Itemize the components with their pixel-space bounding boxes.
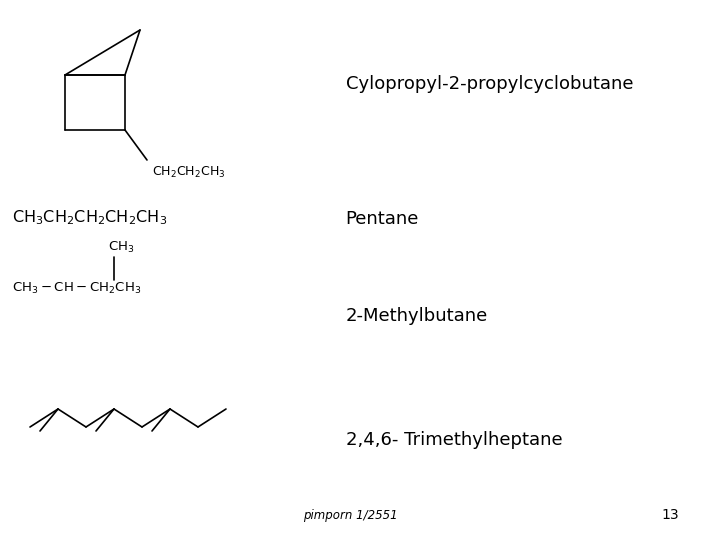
Text: 2,4,6- Trimethylheptane: 2,4,6- Trimethylheptane <box>346 431 562 449</box>
Text: pimporn 1/2551: pimporn 1/2551 <box>302 509 397 522</box>
Text: Cylopropyl-2-propylcyclobutane: Cylopropyl-2-propylcyclobutane <box>346 75 633 93</box>
Text: 2-Methylbutane: 2-Methylbutane <box>346 307 488 325</box>
Text: $\mathregular{CH_3}$: $\mathregular{CH_3}$ <box>108 240 135 255</box>
Text: 13: 13 <box>661 508 679 522</box>
Text: $\mathregular{CH_2CH_2CH_3}$: $\mathregular{CH_2CH_2CH_3}$ <box>152 165 225 180</box>
Text: $\mathregular{CH_3CH_2CH_2CH_2CH_3}$: $\mathregular{CH_3CH_2CH_2CH_2CH_3}$ <box>12 208 167 227</box>
Text: Pentane: Pentane <box>346 210 419 228</box>
Text: $\mathregular{CH_3-CH-CH_2CH_3}$: $\mathregular{CH_3-CH-CH_2CH_3}$ <box>12 280 141 295</box>
